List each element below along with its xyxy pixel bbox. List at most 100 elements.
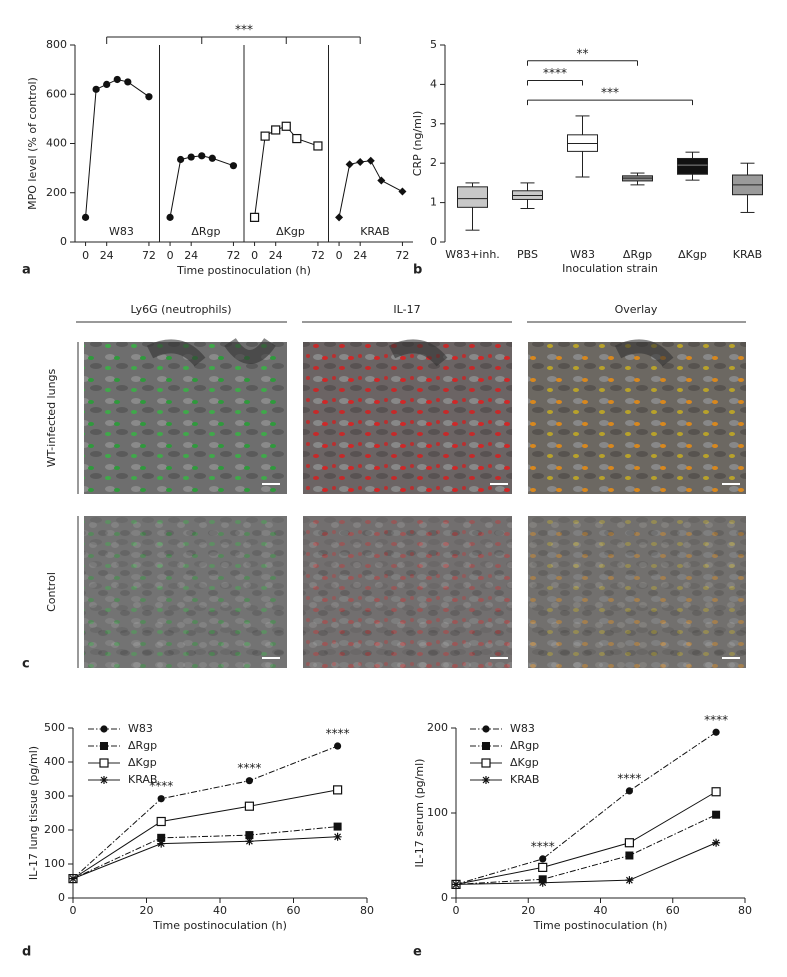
micrograph <box>303 342 512 494</box>
group-label: ΔKgp <box>276 225 305 238</box>
row-label: WT-infected lungs <box>45 368 58 467</box>
marker <box>157 839 166 848</box>
marker <box>245 777 253 785</box>
legend-label: ΔKgp <box>510 756 539 769</box>
panel-letter: a <box>22 263 31 278</box>
marker <box>124 78 132 86</box>
marker <box>625 851 634 860</box>
marker <box>624 838 635 848</box>
marker <box>625 876 634 885</box>
legend-marker <box>481 758 491 768</box>
x-tick-label: KRAB <box>733 248 762 261</box>
legend-marker <box>100 725 108 733</box>
y-tick-label: 200 <box>427 721 448 734</box>
x-tick-label: 80 <box>738 904 752 917</box>
y-tick-label: 100 <box>44 857 65 870</box>
mean-line <box>85 78 150 218</box>
marker <box>345 160 354 169</box>
y-tick-label: 400 <box>44 755 65 768</box>
panel-letter: c <box>22 657 30 672</box>
marker <box>245 837 254 846</box>
panel-letter: e <box>413 945 422 960</box>
marker <box>249 212 260 222</box>
panel-c-images: Ly6G (neutrophils) IL-17 Overlay WT-infe… <box>22 303 746 672</box>
y-tick-label: 0 <box>58 891 65 904</box>
significance-label: **** <box>326 727 350 741</box>
significance-label: **** <box>617 771 641 785</box>
x-tick-label: 20 <box>521 904 535 917</box>
marker <box>398 187 407 196</box>
column-label: Overlay <box>615 303 658 316</box>
marker <box>177 155 185 164</box>
series-line <box>72 836 338 880</box>
x-tick-label: W83 <box>570 248 595 261</box>
micrograph <box>528 342 746 494</box>
legend-marker <box>99 758 109 768</box>
y-tick-label: 0 <box>60 235 67 248</box>
series-line <box>72 789 338 880</box>
column-label: IL-17 <box>393 303 420 316</box>
significance-label: ** <box>577 46 589 60</box>
series-line <box>72 745 338 879</box>
marker <box>103 80 111 88</box>
marker <box>208 154 216 162</box>
column-label: Ly6G (neutrophils) <box>130 303 231 316</box>
group-label: KRAB <box>360 225 389 238</box>
legend-marker <box>100 776 108 784</box>
y-tick-label: 2 <box>430 156 437 169</box>
x-axis-label: Inoculation strain <box>562 262 658 275</box>
marker <box>356 157 365 166</box>
series-line <box>455 731 717 885</box>
micrograph-tint <box>303 516 512 668</box>
x-tick-label: PBS <box>517 248 538 261</box>
marker <box>113 75 121 84</box>
y-tick-label: 800 <box>46 38 67 51</box>
marker <box>712 728 720 736</box>
marker <box>145 93 153 101</box>
marker <box>334 742 342 750</box>
x-tick-label: 72 <box>142 249 156 262</box>
row-label: Control <box>45 572 58 612</box>
marker <box>539 855 547 863</box>
marker <box>452 880 460 889</box>
marker <box>712 838 721 847</box>
x-tick-label: 0 <box>167 249 174 262</box>
marker <box>292 133 302 144</box>
vessel <box>146 337 674 367</box>
box <box>457 186 488 208</box>
y-tick-label: 500 <box>44 721 65 734</box>
micrograph-tint <box>84 516 287 668</box>
significance-label: **** <box>149 779 173 793</box>
marker <box>81 213 90 221</box>
x-tick-label: 80 <box>360 904 374 917</box>
significance-label: **** <box>531 839 555 853</box>
legend-label: ΔKgp <box>128 756 157 769</box>
legend-label: KRAB <box>128 773 157 786</box>
y-axis-label: IL-17 lung tissue (pg/ml) <box>27 746 40 880</box>
x-tick-label: 0 <box>336 249 343 262</box>
marker <box>156 816 166 827</box>
x-tick-label: 24 <box>100 249 114 262</box>
y-tick-label: 300 <box>44 789 65 802</box>
micrograph <box>84 342 287 494</box>
y-tick-label: 1 <box>430 196 437 209</box>
x-axis-label: Time postinoculation (h) <box>152 919 287 932</box>
box <box>677 157 708 175</box>
marker <box>198 152 206 160</box>
marker <box>244 801 254 811</box>
x-tick-label: W83+inh. <box>445 248 500 261</box>
x-tick-label: 72 <box>395 249 409 262</box>
marker <box>229 162 238 170</box>
marker <box>281 121 291 131</box>
legend-label: ΔRgp <box>510 739 539 752</box>
marker <box>166 213 174 221</box>
x-tick-label: 24 <box>353 249 367 262</box>
y-axis-label: MPO level (% of control) <box>26 77 39 210</box>
x-tick-label: 24 <box>184 249 198 262</box>
significance-label: *** <box>601 86 619 100</box>
y-axis-label: IL-17 serum (pg/ml) <box>413 759 426 868</box>
x-tick-label: 72 <box>226 249 240 262</box>
legend-marker <box>482 742 490 750</box>
group-label: ΔRgp <box>191 225 220 238</box>
